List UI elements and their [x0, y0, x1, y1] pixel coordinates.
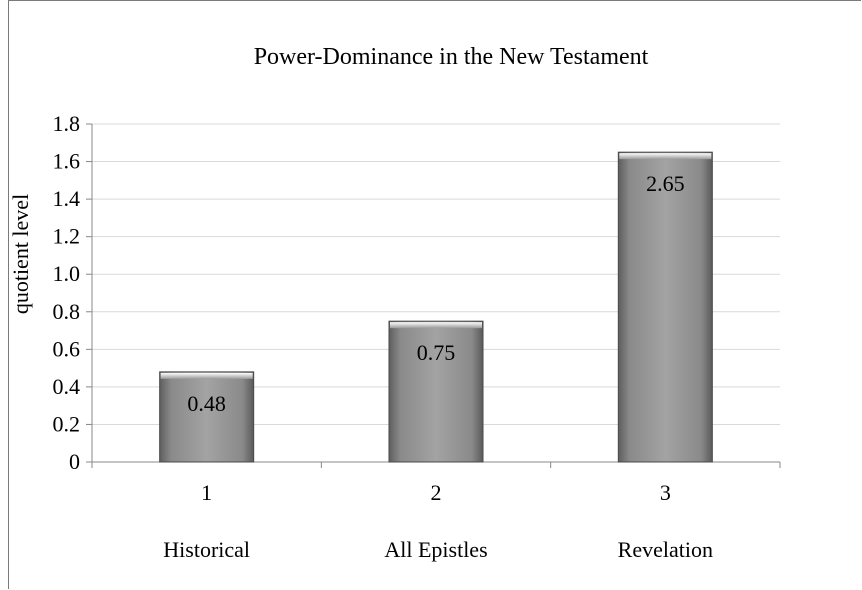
- chart-title: Power-Dominance in the New Testament: [254, 44, 649, 70]
- y-tick-label: 0.2: [53, 411, 81, 436]
- y-tick-label: 0.6: [53, 336, 81, 361]
- y-tick-label: 1.4: [53, 186, 81, 211]
- y-tick-label: 1.8: [53, 111, 81, 136]
- bar: [617, 151, 713, 463]
- category-name-label: All Epistles: [384, 537, 487, 562]
- bar-data-label: 0.48: [187, 391, 226, 416]
- bar-data-label: 2.65: [646, 171, 685, 196]
- y-tick-label: 1.2: [53, 224, 81, 249]
- y-tick-label: 0.4: [53, 374, 81, 399]
- y-tick-label: 0.8: [53, 299, 81, 324]
- bar-data-label: 0.75: [417, 340, 456, 365]
- bar: [159, 371, 255, 463]
- bar-highlight: [389, 322, 483, 329]
- category-name-label: Revelation: [618, 537, 713, 562]
- bar-highlight: [619, 153, 712, 160]
- x-tick-label: 2: [431, 480, 442, 505]
- y-tick-label: 0: [69, 449, 80, 474]
- x-tick-label: 3: [660, 480, 671, 505]
- y-tick-label: 1.0: [53, 261, 81, 286]
- category-name-label: Historical: [163, 537, 250, 562]
- chart-frame: [8, 0, 861, 589]
- bars: 0.48 0.75 2.65: [159, 151, 713, 463]
- x-axis-ticks: [91, 462, 781, 468]
- bar: [388, 320, 484, 463]
- y-axis-label: quotient level: [8, 194, 33, 314]
- x-tick-label: 1: [201, 480, 212, 505]
- y-axis-ticks: 0 0.2 0.4 0.6 0.8 1.0 1.2 1.4 1.6 1.8: [53, 111, 92, 474]
- y-tick-label: 1.6: [53, 149, 81, 174]
- x-axis-labels: 1 Historical 2 All Epistles 3 Revelation: [163, 480, 713, 562]
- bar-highlight: [160, 372, 253, 379]
